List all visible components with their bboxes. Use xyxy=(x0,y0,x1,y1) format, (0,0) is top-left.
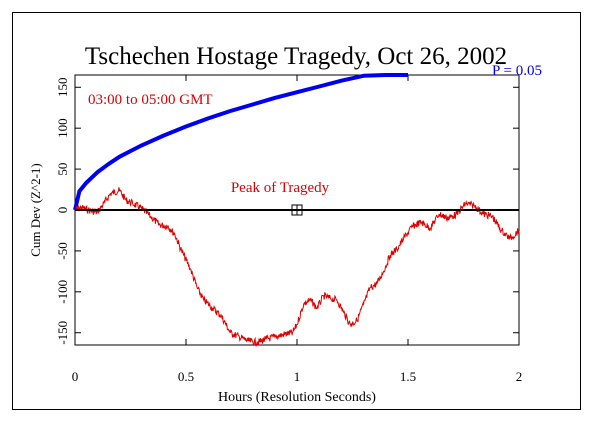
x-tick-label: 1 xyxy=(294,369,301,384)
x-tick-label: 2 xyxy=(516,369,523,384)
axis-ticks: 0 0.5 1 1.5 2 -150 -100 -50 0 50 100 150 xyxy=(55,75,522,384)
p005-envelope-line xyxy=(73,73,408,211)
y-tick-label: 0 xyxy=(55,207,70,214)
y-tick-label: 100 xyxy=(55,118,70,138)
x-tick-label: 0.5 xyxy=(178,369,194,384)
x-tick-label: 1.5 xyxy=(400,369,416,384)
y-tick-label: 150 xyxy=(55,78,70,98)
series-layer xyxy=(73,73,520,348)
chart-title: Tschechen Hostage Tragedy, Oct 26, 2002 xyxy=(85,43,507,70)
y-tick-label: -150 xyxy=(55,321,70,345)
y-axis-label: Cum Dev (Z^2-1) xyxy=(28,163,43,256)
x-tick-label: 0 xyxy=(72,369,79,384)
time-window-label: 03:00 to 05:00 GMT xyxy=(88,92,213,108)
y-tick-label: -50 xyxy=(55,242,70,259)
y-tick-label: 50 xyxy=(55,163,70,176)
peak-of-tragedy-label: Peak of Tragedy xyxy=(231,180,330,196)
y-tick-label: -100 xyxy=(55,280,70,304)
x-axis-label: Hours (Resolution Seconds) xyxy=(218,390,376,405)
peak-of-tragedy-marker xyxy=(291,204,303,216)
cumulative-deviation-line xyxy=(74,187,520,348)
p-005-label: P = 0.05 xyxy=(492,63,542,79)
